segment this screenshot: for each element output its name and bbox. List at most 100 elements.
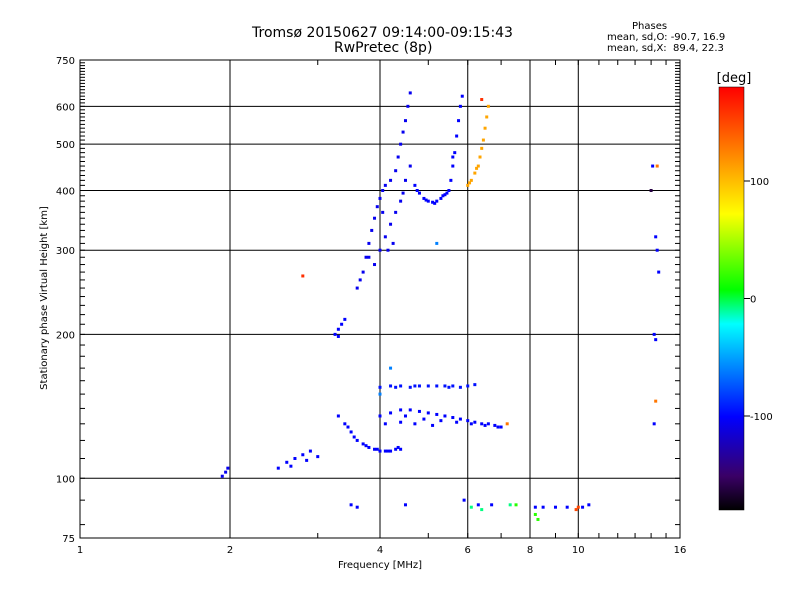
data-point <box>224 470 228 474</box>
y-tick-label: 200 <box>56 330 75 341</box>
data-point <box>378 248 382 252</box>
colorbar-tick-label: -100 <box>750 412 773 423</box>
x-tick-label: 8 <box>527 545 533 556</box>
data-point <box>508 503 512 507</box>
data-point <box>655 164 659 168</box>
data-point <box>417 409 421 413</box>
data-point <box>383 183 387 187</box>
data-point <box>375 447 379 451</box>
data-point <box>468 181 472 185</box>
data-point <box>415 188 419 192</box>
data-point <box>381 210 385 214</box>
data-point <box>355 505 359 509</box>
data-point <box>293 456 297 460</box>
data-point <box>391 241 395 245</box>
data-point <box>361 270 365 274</box>
data-point <box>469 422 473 426</box>
data-point <box>378 385 382 389</box>
data-point <box>455 134 459 138</box>
data-point <box>417 191 421 195</box>
x-tick-label: 16 <box>674 545 687 556</box>
data-point <box>453 151 457 155</box>
data-point <box>439 419 443 423</box>
data-point <box>445 191 449 195</box>
data-point <box>422 196 426 200</box>
data-point <box>403 178 407 182</box>
y-tick-label: 750 <box>56 56 75 67</box>
data-point <box>408 408 412 412</box>
data-point <box>373 216 377 220</box>
y-tick-labels: 75 100 200 300 400 500 600 750 <box>56 56 75 545</box>
data-point <box>422 417 426 421</box>
data-point <box>443 193 447 197</box>
data-point <box>431 423 435 427</box>
data-point <box>367 241 371 245</box>
x-tick-label: 6 <box>465 545 471 556</box>
data-point <box>473 383 477 387</box>
data-point <box>499 425 503 429</box>
data-point <box>276 466 280 470</box>
data-point <box>399 384 403 388</box>
data-point <box>533 505 537 509</box>
data-point <box>433 201 437 205</box>
data-point <box>505 422 509 426</box>
colorbar-label: [deg] <box>717 71 752 86</box>
data-point <box>439 196 443 200</box>
data-point <box>413 384 417 388</box>
data-point <box>370 228 374 232</box>
data-point <box>399 447 403 451</box>
data-point <box>220 474 224 478</box>
data-point <box>343 422 347 426</box>
y-axis-label: Stationary phase Virtual Height [km] <box>39 206 50 390</box>
data-point <box>349 503 353 507</box>
data-point <box>654 399 658 403</box>
data-point <box>533 512 537 516</box>
data-point <box>367 445 371 449</box>
y-tick-label: 500 <box>56 140 75 151</box>
data-point <box>469 505 473 509</box>
data-point <box>394 385 398 389</box>
x-tick-label: 4 <box>377 545 383 556</box>
data-point <box>574 508 578 512</box>
colorbar-tick-label: 100 <box>750 177 769 188</box>
data-point <box>426 384 430 388</box>
data-point <box>485 115 489 119</box>
chart-title-line1: Tromsø 20150627 09:14:00-09:15:43 <box>252 25 513 41</box>
data-point <box>466 183 470 187</box>
data-point <box>399 408 403 412</box>
data-point <box>352 435 356 439</box>
data-point <box>413 183 417 187</box>
data-point <box>565 505 569 509</box>
data-point <box>358 278 362 282</box>
data-point <box>447 188 451 192</box>
axis-ticks <box>79 59 681 538</box>
data-point <box>457 119 461 123</box>
data-point <box>386 449 390 453</box>
data-point <box>451 416 455 420</box>
data-point <box>367 255 371 259</box>
data-point <box>389 411 393 415</box>
grid-lines <box>80 60 680 538</box>
data-point <box>655 248 659 252</box>
data-point <box>383 449 387 453</box>
data-point <box>355 438 359 442</box>
x-tick-label: 10 <box>572 545 585 556</box>
data-point <box>386 248 390 252</box>
data-point <box>336 327 340 331</box>
data-point <box>394 447 398 451</box>
data-point <box>389 222 393 226</box>
data-point <box>451 384 455 388</box>
data-point <box>373 263 377 267</box>
data-point <box>496 425 500 429</box>
data-points <box>220 91 661 521</box>
data-point <box>654 235 658 239</box>
data-point <box>301 274 305 278</box>
data-point <box>340 322 344 326</box>
phases-heading: Phases <box>632 21 668 32</box>
x-tick-label: 2 <box>227 545 233 556</box>
data-point <box>458 417 462 421</box>
data-point <box>576 505 580 509</box>
data-point <box>381 188 385 192</box>
data-point <box>649 188 653 192</box>
